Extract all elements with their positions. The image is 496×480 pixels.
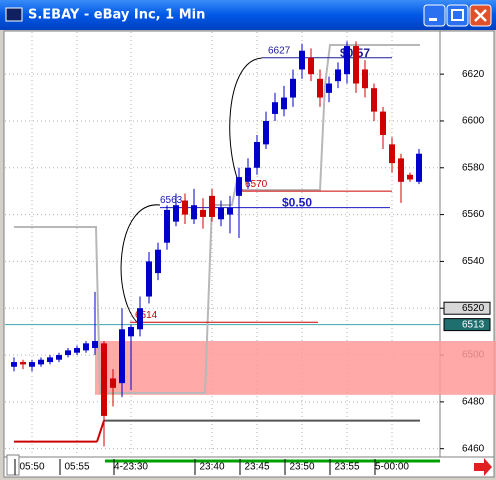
plot: 64606480650065206540656065806600662005:5… xyxy=(5,32,496,475)
y-tick-label: 6580 xyxy=(462,162,485,173)
candle-body xyxy=(218,207,224,220)
y-tick-label: 6540 xyxy=(462,256,485,267)
candle-body xyxy=(29,362,35,367)
candle-body xyxy=(380,111,386,135)
candle-body xyxy=(38,359,44,365)
candle-body xyxy=(74,348,80,353)
range-bracket xyxy=(120,204,161,326)
candle-body xyxy=(200,209,206,217)
maximize-button[interactable] xyxy=(446,4,469,27)
candle-body xyxy=(155,249,161,274)
annotation-label: 6570 xyxy=(245,179,268,190)
candle-body xyxy=(389,144,395,164)
trail-line xyxy=(14,44,420,394)
candle-body xyxy=(281,97,287,110)
y-tick-label: 6620 xyxy=(462,69,485,80)
candle-body xyxy=(146,261,152,297)
annotation-label: 6514 xyxy=(135,310,158,321)
candle-body xyxy=(101,343,107,416)
y-tick-label: 6600 xyxy=(462,116,485,127)
candle-body xyxy=(335,69,341,82)
chart-frame xyxy=(3,30,495,478)
candle-body xyxy=(326,83,332,93)
close-button[interactable] xyxy=(469,4,492,27)
candle-body xyxy=(353,46,359,84)
level-step xyxy=(96,420,105,442)
x-tick-label: 23:45 xyxy=(244,462,269,473)
candle-body xyxy=(308,57,314,75)
candle-body xyxy=(398,158,404,182)
annotation-note: $0.50 xyxy=(282,196,312,210)
candle-body xyxy=(317,78,323,98)
candle-body xyxy=(191,205,197,220)
price-band xyxy=(95,340,496,395)
price-marker xyxy=(443,301,491,315)
candle-body xyxy=(92,340,98,349)
minimize-button[interactable] xyxy=(423,4,446,27)
x-tick-label: 05:50 xyxy=(19,462,44,473)
app-icon xyxy=(5,7,23,22)
candle-body xyxy=(128,326,134,337)
candle-body xyxy=(236,177,242,196)
candle-body xyxy=(119,329,125,384)
x-tick-label: 23:50 xyxy=(289,462,314,473)
title-bar xyxy=(0,0,496,30)
candle-body xyxy=(65,350,71,356)
x-tick-label: 5-00:00 xyxy=(375,462,409,473)
x-tick-label: 4-23:30 xyxy=(114,462,148,473)
window-title: S.EBAY - eBay Inc, 1 Min xyxy=(28,8,205,23)
candle-body xyxy=(20,362,26,365)
range-bracket xyxy=(229,57,263,191)
scroll-box[interactable] xyxy=(6,454,20,476)
candle-body xyxy=(263,120,269,145)
candle-body xyxy=(110,378,116,388)
candle-body xyxy=(164,209,170,243)
candle-body xyxy=(272,102,278,114)
annotation-label: 6563 xyxy=(160,195,183,206)
candle-body xyxy=(344,46,350,75)
y-tick-label: 6460 xyxy=(462,443,485,454)
candle-body xyxy=(47,357,53,363)
candle-body xyxy=(299,50,305,70)
candle-body xyxy=(416,153,422,182)
x-tick-label: 23:55 xyxy=(334,462,359,473)
candle-body xyxy=(371,88,377,112)
candle-body xyxy=(407,174,413,180)
candle-body xyxy=(173,205,179,222)
price-marker-label: 6520 xyxy=(462,303,485,314)
y-tick-label: 6560 xyxy=(462,209,485,220)
candle-body xyxy=(182,200,188,215)
price-marker xyxy=(443,318,491,332)
candle-body xyxy=(209,195,215,217)
y-tick-label: 6480 xyxy=(462,397,485,408)
annotation-label: 6627 xyxy=(268,45,291,56)
x-tick-label: 05:55 xyxy=(64,462,89,473)
candle-body xyxy=(362,69,368,89)
candle-body xyxy=(56,355,62,360)
candle-body xyxy=(11,362,17,367)
candle-body xyxy=(254,142,260,168)
price-marker-label: 6513 xyxy=(462,319,485,330)
x-tick-label: 23:40 xyxy=(199,462,224,473)
candle-body xyxy=(227,207,233,215)
scroll-arrow[interactable] xyxy=(474,458,492,476)
candle-body xyxy=(290,78,296,98)
candle-body xyxy=(245,167,251,182)
candle-body xyxy=(83,343,89,351)
candle-body xyxy=(137,308,143,330)
